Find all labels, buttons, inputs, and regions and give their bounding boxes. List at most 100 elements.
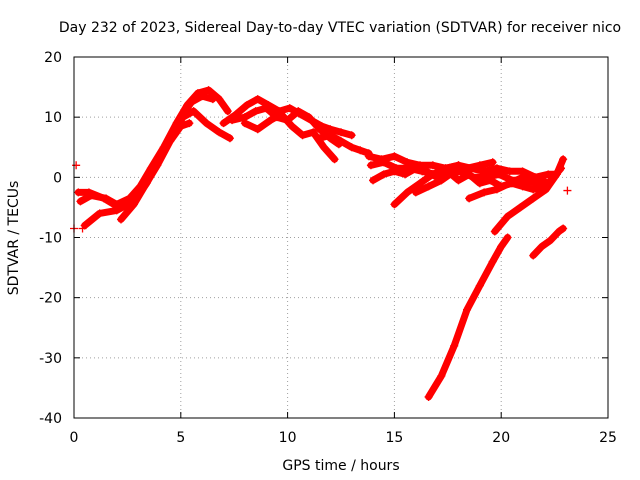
y-tick-label: 10 [44, 110, 62, 126]
data-point [416, 179, 425, 188]
chart-title: Day 232 of 2023, Sidereal Day-to-day VTE… [59, 20, 621, 36]
series-arc-13 [411, 158, 497, 197]
data-point [285, 104, 294, 113]
data-point [153, 161, 162, 170]
data-point [450, 341, 459, 350]
data-point [198, 92, 207, 101]
data-point [251, 107, 260, 116]
data-point [240, 119, 249, 128]
data-point [298, 131, 307, 140]
data-point [475, 281, 484, 290]
data-point [369, 176, 378, 185]
data-point [559, 155, 568, 164]
data-point [390, 167, 399, 176]
data-point [287, 122, 296, 131]
y-axis-label: SDTVAR / TECUs [6, 181, 22, 296]
data-point [403, 188, 412, 197]
x-tick-label: 5 [176, 430, 185, 446]
x-axis-label: GPS time / hours [282, 458, 399, 474]
data-point [176, 113, 185, 122]
data-point [204, 86, 213, 95]
data-point [140, 182, 149, 191]
data-point [74, 188, 83, 197]
data-point [379, 170, 388, 179]
data-point [176, 122, 185, 131]
data-point [488, 158, 497, 167]
series-arc-14 [465, 170, 561, 203]
x-tick-labels: 0 5 10 15 20 25 [70, 430, 617, 446]
x-tick-label: 25 [599, 430, 617, 446]
data-point [424, 392, 433, 401]
data-point [364, 152, 373, 161]
y-tick-label: 0 [53, 170, 62, 186]
isolated-point [72, 161, 81, 170]
data-point [390, 152, 399, 161]
data-point [330, 155, 339, 164]
data-point [243, 101, 252, 110]
data-point [253, 95, 262, 104]
data-point [437, 176, 446, 185]
data-point [441, 164, 450, 173]
data-point [475, 179, 484, 188]
data-point [488, 257, 497, 266]
data-point [454, 176, 463, 185]
y-tick-label: 20 [44, 50, 62, 66]
series-arc-04 [116, 119, 194, 224]
data-point [326, 131, 335, 140]
y-tick-label: -40 [39, 411, 62, 427]
data-point [422, 167, 431, 176]
data-point [465, 194, 474, 203]
data-point [552, 170, 561, 179]
series-arc-15 [490, 155, 568, 236]
data-point [518, 173, 527, 182]
data-point [544, 170, 553, 179]
data-point [223, 107, 232, 116]
data-point [315, 125, 324, 134]
data-point [424, 182, 433, 191]
data-point [166, 137, 175, 146]
data-point [315, 134, 324, 143]
y-tick-label: -20 [39, 291, 62, 307]
data-point [266, 116, 275, 125]
data-point [463, 164, 472, 173]
data-point [428, 161, 437, 170]
series-line [76, 86, 232, 208]
data-point [475, 161, 484, 170]
data-point [219, 119, 228, 128]
data-point [262, 104, 271, 113]
data-point [490, 227, 499, 236]
data-point [401, 170, 410, 179]
axis-ticks [73, 56, 609, 419]
data-point [185, 119, 194, 128]
data-point [294, 107, 303, 116]
data-point [215, 128, 224, 137]
data-point [428, 170, 437, 179]
data-point [337, 137, 345, 146]
data-point [129, 200, 138, 209]
series-arc-12 [390, 161, 463, 209]
series-arc-01 [76, 86, 232, 209]
series-line [425, 234, 512, 401]
data-point [366, 161, 375, 170]
data-point [505, 179, 514, 188]
data-point [503, 212, 512, 221]
data-point [319, 143, 328, 152]
x-tick-label: 0 [70, 430, 79, 446]
data-point [450, 167, 459, 176]
data-point [559, 224, 568, 233]
data-point [542, 185, 551, 194]
data-point [390, 200, 399, 209]
data-point [95, 209, 104, 218]
data-point [347, 131, 356, 140]
data-point [529, 185, 538, 194]
isolated-point [78, 224, 87, 233]
data-point [463, 305, 472, 314]
data-point [492, 164, 501, 173]
data-point [518, 182, 527, 191]
y-tick-label: -10 [39, 231, 62, 247]
data-point [411, 188, 420, 197]
data-point [253, 125, 262, 134]
data-point [546, 236, 555, 245]
data-point [304, 113, 313, 122]
